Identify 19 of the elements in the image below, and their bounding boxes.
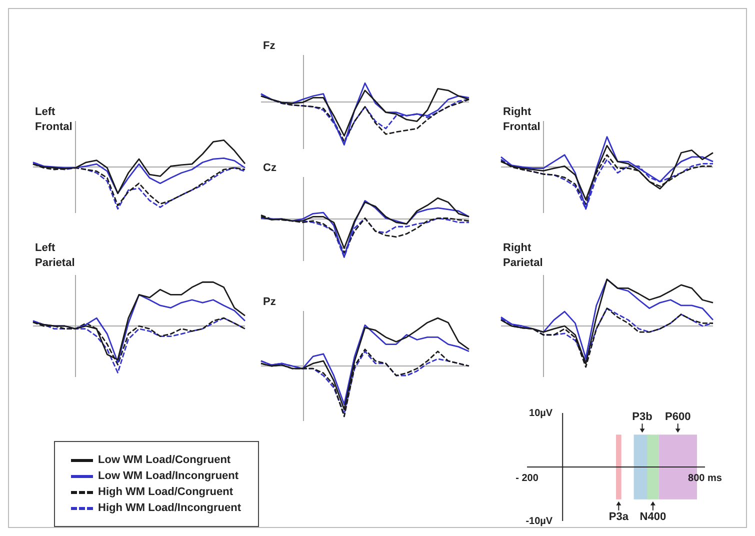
band-label: P600 [665,411,691,424]
x-tick-label: - 200 [516,472,539,484]
band-label: P3a [608,510,630,523]
x-tick-label: 800 ms [688,472,722,484]
chart-title: Right Frontal [503,105,542,135]
legend-label: High WM Load/Congruent [98,486,234,498]
y-tick-label: -10µV [526,516,553,527]
chart-title: Left Parietal [35,241,76,271]
legend-label: High WM Load/Incongruent [98,502,241,514]
y-tick-label: 10µV [529,408,553,419]
chart-title: Fz [263,39,276,54]
legend-label: Low WM Load/Incongruent [98,470,239,482]
chart-title: Left Frontal [35,105,74,135]
chart-title: Pz [263,295,277,310]
legend-label: Low WM Load/Congruent [98,454,231,466]
band-label: P3b [632,411,653,424]
band-label: N400 [640,510,666,523]
chart-title: Cz [263,161,278,176]
chart-title: Right Parietal [503,241,544,271]
